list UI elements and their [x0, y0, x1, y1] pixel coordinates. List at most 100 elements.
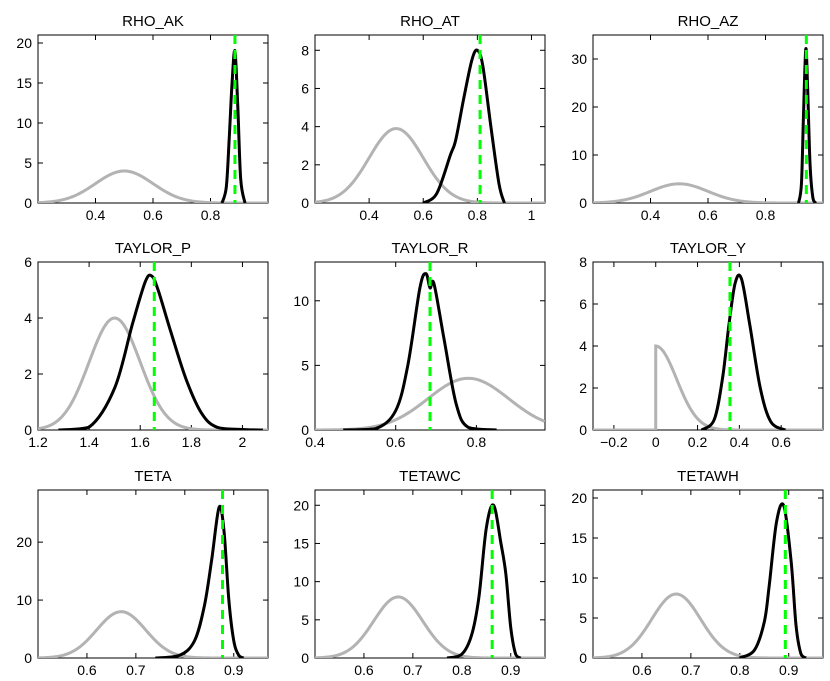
- prior-density-line: [593, 592, 823, 658]
- y-tick-label: 5: [301, 612, 309, 628]
- x-tick-label: 0.7: [403, 662, 423, 678]
- y-tick-label: 20: [571, 99, 587, 115]
- y-tick-label: 15: [571, 530, 587, 546]
- y-tick-label: 0: [301, 650, 309, 666]
- axes-frame: [592, 261, 824, 431]
- axes-frame: [314, 489, 546, 659]
- y-tick-label: 10: [16, 115, 32, 131]
- x-tick-label: 0.4: [305, 434, 325, 450]
- subplot-rho_az: RHO_AZ 0.4 0.6 0.8 0 10 20 30: [571, 13, 824, 223]
- x-tick-label: 1.8: [182, 434, 202, 450]
- posterior-density-line: [343, 272, 497, 430]
- y-tick-label: 8: [579, 254, 587, 270]
- x-tick-label: 0.2: [688, 434, 708, 450]
- y-tick-label: 0: [24, 422, 32, 438]
- y-tick-label: 8: [301, 42, 309, 58]
- prior-density-line: [38, 316, 268, 430]
- y-tick-label: 20: [16, 534, 32, 550]
- posterior-density-line: [446, 503, 522, 658]
- axes-frame: [592, 489, 824, 659]
- y-tick-label: 30: [571, 51, 587, 67]
- x-tick-label: 1: [528, 207, 536, 223]
- x-tick-label: 0.9: [501, 662, 521, 678]
- x-tick-label: 0.7: [681, 662, 701, 678]
- y-tick-label: 20: [16, 35, 32, 51]
- y-tick-label: 5: [301, 357, 309, 373]
- subplot-title: TETAWC: [399, 468, 461, 485]
- y-tick-label: 10: [571, 147, 587, 163]
- y-tick-label: 2: [579, 380, 587, 396]
- y-tick-label: 6: [301, 80, 309, 96]
- x-tick-label: 0.4: [86, 207, 106, 223]
- prior-density-line: [593, 182, 823, 203]
- subplot-title: TAYLOR_P: [115, 240, 191, 257]
- subplot-rho_ak: RHO_AK 0.4 0.6 0.8 0 5 10 15 20: [16, 13, 269, 223]
- x-tick-label: 1.6: [130, 434, 150, 450]
- y-tick-label: 5: [579, 610, 587, 626]
- y-tick-label: 2: [301, 157, 309, 173]
- x-tick-label: 0.8: [730, 662, 750, 678]
- x-tick-label: 0.6: [77, 662, 97, 678]
- x-tick-label: 0.6: [698, 207, 718, 223]
- y-tick-label: 10: [293, 293, 309, 309]
- subplot-teta: TETA 0.6 0.7 0.8 0.9 0 10 20: [16, 468, 269, 678]
- y-tick-label: 4: [301, 119, 309, 135]
- prior-density-line: [315, 595, 545, 658]
- subplot-rho_at: RHO_AT 0.4 0.6 0.8 1 0 2 4 6 8: [301, 13, 546, 223]
- y-tick-label: 0: [301, 195, 309, 211]
- axes-frame: [592, 34, 824, 204]
- y-tick-label: 0: [301, 422, 309, 438]
- x-tick-label: 0.8: [468, 207, 488, 223]
- subplot-tetawh: TETAWH 0.6 0.7 0.8 0.9 0 5 10 15 20: [571, 468, 824, 678]
- x-tick-label: 0.8: [201, 207, 221, 223]
- axes-frame: [314, 34, 546, 204]
- prior-density-line: [593, 344, 823, 430]
- y-tick-label: 4: [579, 338, 587, 354]
- posterior-density-line: [155, 504, 245, 658]
- posterior-density-line: [58, 273, 263, 430]
- x-tick-label: 0.4: [641, 207, 661, 223]
- subplot-title: TAYLOR_R: [392, 240, 469, 257]
- subplot-title: RHO_AZ: [678, 13, 739, 30]
- posterior-density-line: [739, 502, 807, 658]
- prior-density-line: [38, 169, 268, 203]
- x-tick-label: 0.7: [126, 662, 146, 678]
- subplot-taylor_y: TAYLOR_Y −0.2 0 0.2 0.4 0.6 0 2 4 6 8: [579, 240, 824, 450]
- y-tick-label: 6: [579, 296, 587, 312]
- x-tick-label: 0.8: [452, 662, 472, 678]
- y-tick-label: 20: [293, 497, 309, 513]
- y-tick-label: 2: [24, 366, 32, 382]
- subplot-title: TETAWH: [677, 468, 739, 485]
- x-tick-label: 0.6: [143, 207, 163, 223]
- y-tick-label: 20: [571, 490, 587, 506]
- subplot-taylor_r: TAYLOR_R 0.4 0.6 0.8 0 5 10: [293, 240, 546, 450]
- y-tick-label: 0: [24, 195, 32, 211]
- x-tick-label: 1.4: [79, 434, 99, 450]
- x-tick-label: −0.2: [600, 434, 628, 450]
- y-tick-label: 15: [293, 535, 309, 551]
- y-tick-label: 4: [24, 310, 32, 326]
- axes-frame: [37, 489, 269, 659]
- y-tick-label: 5: [24, 155, 32, 171]
- x-tick-label: 0.4: [359, 207, 379, 223]
- x-tick-label: 0: [652, 434, 660, 450]
- x-tick-label: 0.6: [386, 434, 406, 450]
- x-tick-label: 0.6: [414, 207, 434, 223]
- y-tick-label: 10: [16, 592, 32, 608]
- x-tick-label: 1.2: [28, 434, 48, 450]
- prior-density-line: [38, 610, 268, 658]
- posterior-density-line: [700, 273, 787, 430]
- subplot-title: TAYLOR_Y: [670, 240, 746, 257]
- y-tick-label: 15: [16, 75, 32, 91]
- y-tick-label: 0: [579, 422, 587, 438]
- prior-density-line: [315, 127, 545, 203]
- y-tick-label: 6: [24, 254, 32, 270]
- subplot-title: TETA: [134, 468, 171, 485]
- y-tick-label: 0: [579, 195, 587, 211]
- x-tick-label: 0.6: [771, 434, 791, 450]
- subplot-taylor_p: TAYLOR_P 1.2 1.4 1.6 1.8 2 0 2 4 6: [24, 240, 269, 450]
- y-tick-label: 0: [24, 650, 32, 666]
- x-tick-label: 0.8: [175, 662, 195, 678]
- subplot-tetawc: TETAWC 0.6 0.7 0.8 0.9 0 5 10 15 20: [293, 468, 546, 678]
